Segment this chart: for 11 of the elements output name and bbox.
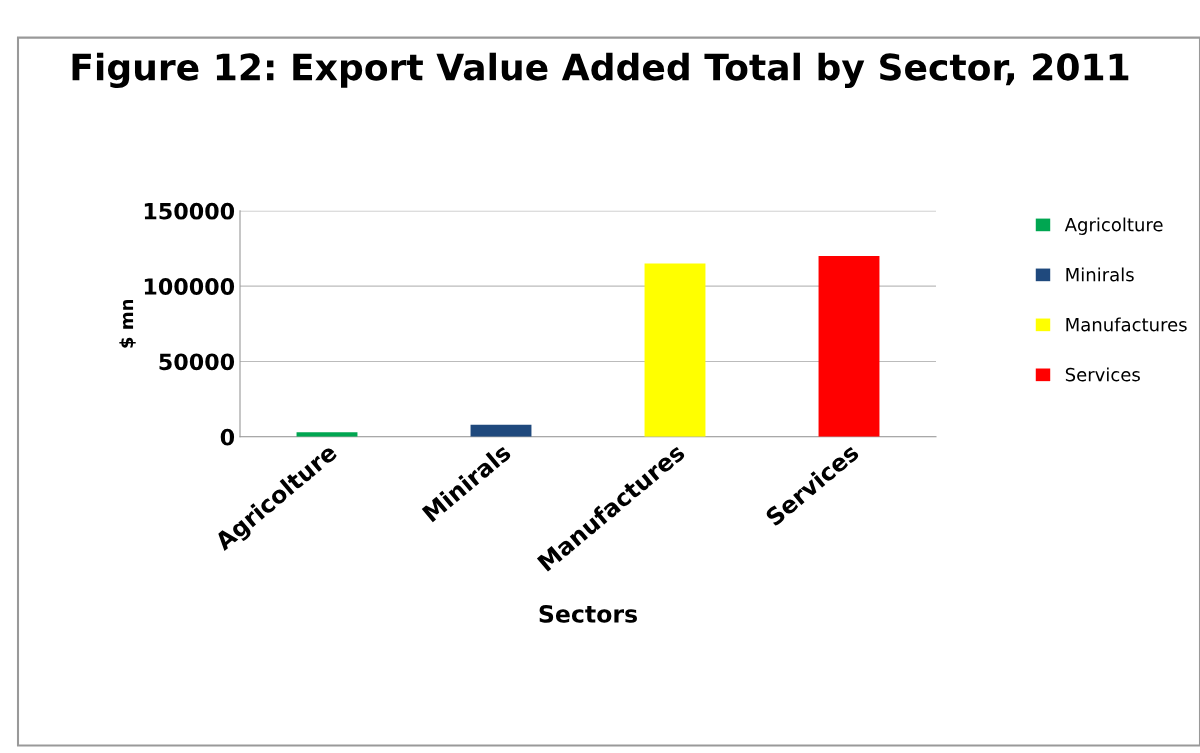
y-tick-label: 150000: [144, 202, 235, 220]
legend-label: Minirals: [1066, 267, 1134, 282]
legend-label: Agricolture: [1064, 217, 1163, 235]
chart-title: Figure 12: Export Value Added Total by Sector, 2011: [72, 52, 1129, 88]
legend-label: Services: [1065, 367, 1140, 382]
legend-label: Manufactures: [1066, 317, 1187, 332]
y-tick-label: 50000: [159, 353, 235, 371]
y-tick-label: 100000: [144, 278, 235, 295]
y-tick-label: 0: [220, 428, 235, 446]
y-axis-title: $ mn: [119, 299, 136, 348]
x-axis-title: Sectors: [539, 604, 637, 623]
